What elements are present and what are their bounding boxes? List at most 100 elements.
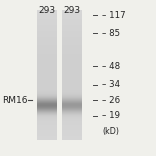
- Bar: [62, 47, 82, 48]
- Bar: [62, 66, 82, 67]
- Bar: [37, 53, 57, 54]
- Bar: [37, 126, 57, 127]
- Bar: [37, 20, 57, 21]
- Bar: [62, 11, 82, 12]
- Bar: [37, 81, 57, 82]
- Bar: [62, 110, 82, 111]
- Bar: [62, 49, 82, 50]
- Bar: [37, 25, 57, 26]
- Bar: [37, 19, 57, 20]
- Bar: [37, 40, 57, 41]
- Bar: [62, 60, 82, 61]
- Bar: [62, 134, 82, 135]
- Bar: [62, 34, 82, 35]
- Bar: [37, 17, 57, 18]
- Bar: [62, 68, 82, 69]
- Bar: [37, 132, 57, 133]
- Text: (kD): (kD): [102, 127, 119, 136]
- Bar: [37, 102, 57, 103]
- Bar: [37, 138, 57, 139]
- Bar: [37, 26, 57, 27]
- Bar: [62, 23, 82, 24]
- Bar: [37, 54, 57, 55]
- Bar: [37, 121, 57, 122]
- Bar: [37, 123, 57, 124]
- Bar: [62, 48, 82, 49]
- Bar: [37, 28, 57, 29]
- Bar: [62, 111, 82, 112]
- Bar: [37, 52, 57, 53]
- Bar: [37, 51, 57, 52]
- Bar: [62, 40, 82, 41]
- Bar: [37, 130, 57, 131]
- Bar: [37, 13, 57, 14]
- Bar: [37, 105, 57, 106]
- Bar: [37, 39, 57, 40]
- Bar: [62, 135, 82, 136]
- Bar: [62, 136, 82, 137]
- Bar: [62, 82, 82, 83]
- Bar: [37, 10, 57, 11]
- Bar: [62, 71, 82, 72]
- Bar: [37, 139, 57, 140]
- Bar: [37, 32, 57, 33]
- Bar: [62, 102, 82, 103]
- Bar: [62, 10, 82, 11]
- Bar: [37, 115, 57, 116]
- Bar: [37, 131, 57, 132]
- Bar: [37, 49, 57, 50]
- Bar: [37, 80, 57, 81]
- Bar: [37, 15, 57, 16]
- Bar: [37, 48, 57, 49]
- Bar: [37, 55, 57, 56]
- Bar: [37, 110, 57, 111]
- Bar: [62, 117, 82, 118]
- Bar: [37, 57, 57, 58]
- Bar: [37, 12, 57, 13]
- Bar: [37, 135, 57, 136]
- Bar: [62, 100, 82, 101]
- Bar: [37, 127, 57, 128]
- Bar: [37, 107, 57, 108]
- Bar: [37, 137, 57, 138]
- Bar: [37, 23, 57, 24]
- Bar: [37, 45, 57, 46]
- Bar: [37, 63, 57, 64]
- Bar: [62, 77, 82, 78]
- Bar: [37, 116, 57, 117]
- Bar: [62, 37, 82, 38]
- Bar: [62, 91, 82, 92]
- Bar: [37, 21, 57, 22]
- Bar: [37, 90, 57, 91]
- Bar: [62, 35, 82, 36]
- Bar: [62, 22, 82, 23]
- Bar: [62, 73, 82, 74]
- Bar: [37, 50, 57, 51]
- Bar: [62, 31, 82, 32]
- Bar: [62, 126, 82, 127]
- Bar: [37, 124, 57, 125]
- Bar: [62, 103, 82, 104]
- Bar: [62, 41, 82, 42]
- Bar: [37, 84, 57, 85]
- Bar: [37, 86, 57, 87]
- Bar: [62, 24, 82, 25]
- Bar: [62, 67, 82, 68]
- Bar: [37, 114, 57, 115]
- Bar: [62, 97, 82, 98]
- Bar: [37, 119, 57, 120]
- Bar: [62, 43, 82, 44]
- Bar: [62, 46, 82, 47]
- Bar: [37, 82, 57, 83]
- Bar: [62, 106, 82, 107]
- Bar: [37, 56, 57, 57]
- Bar: [37, 77, 57, 78]
- Bar: [37, 29, 57, 30]
- Bar: [37, 37, 57, 38]
- Bar: [37, 35, 57, 36]
- Bar: [37, 31, 57, 32]
- Bar: [62, 13, 82, 14]
- Bar: [37, 68, 57, 69]
- Bar: [37, 85, 57, 86]
- Bar: [62, 38, 82, 39]
